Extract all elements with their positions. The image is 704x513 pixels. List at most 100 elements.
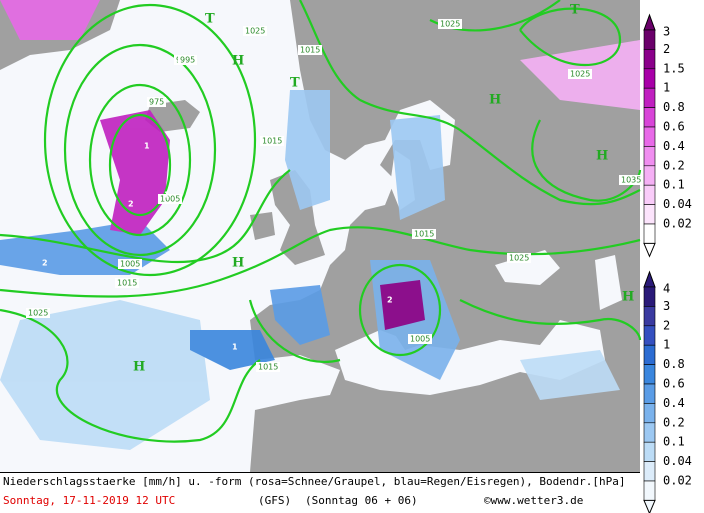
arrow-bottom	[643, 242, 656, 258]
precip-value: 1	[144, 142, 150, 151]
legend-label: 0.8	[663, 100, 685, 114]
legend-label: 0.8	[663, 357, 685, 371]
color-swatch	[643, 107, 656, 128]
label-bg	[412, 229, 436, 239]
color-swatch	[643, 68, 656, 89]
color-swatch	[643, 461, 656, 482]
isobar-label: 1005	[120, 260, 140, 269]
color-swatch	[643, 49, 656, 70]
arrow-bottom	[643, 499, 656, 513]
legend-label: 0.02	[663, 217, 692, 231]
label-bg	[438, 19, 462, 29]
label-bg	[507, 253, 531, 263]
britain	[270, 170, 325, 265]
caption: Niederschlagsstaerke [mm/h] u. -form (ro…	[3, 475, 626, 488]
pressure-center: T	[205, 12, 215, 27]
label-bg	[118, 259, 142, 269]
legend-label: 3	[663, 25, 670, 39]
color-swatch	[643, 87, 656, 108]
legend-label: 0.2	[663, 415, 685, 429]
color-swatch	[643, 325, 656, 346]
legend-label: 0.6	[663, 120, 685, 134]
legend-label: 2	[663, 42, 670, 56]
color-swatch	[643, 364, 656, 385]
isobar-label: 1015	[117, 279, 137, 288]
legend-label: 1	[663, 81, 670, 95]
color-swatch	[643, 29, 656, 50]
pressure-center: H	[232, 256, 244, 271]
pressure-center: H	[596, 149, 608, 164]
color-swatch	[643, 383, 656, 404]
color-swatch	[643, 344, 656, 365]
isobar-label: 1025	[570, 70, 590, 79]
precip-value: 1	[232, 343, 238, 352]
legend-label: 0.04	[663, 454, 692, 468]
precip-value: 2	[128, 200, 134, 209]
credit: ©www.wetter3.de	[484, 494, 583, 507]
legend-label: 3	[663, 299, 670, 313]
legend-label: 0.6	[663, 377, 685, 391]
arrow-top	[643, 270, 656, 288]
legend-label: 1	[663, 338, 670, 352]
legend-label: 0.4	[663, 139, 685, 153]
isobar-label: 1025	[28, 309, 48, 318]
label-bg	[115, 278, 139, 288]
label-bg	[260, 136, 284, 146]
isobar-label: 1015	[300, 46, 320, 55]
legend-label: 0.2	[663, 158, 685, 172]
color-swatch	[643, 126, 656, 147]
color-swatch	[643, 223, 656, 244]
isobar-label: 1025	[245, 27, 265, 36]
label-bg	[256, 362, 280, 372]
legend-rain: 4 3 2 1 0.8 0.6 0.4 0.2 0.1 0.04 0.02	[643, 270, 692, 513]
label-bg	[147, 97, 166, 107]
isobar-label: 1015	[262, 137, 282, 146]
isobar-label: 995	[180, 56, 195, 65]
legend-label: 0.02	[663, 474, 692, 488]
pressure-center: H	[232, 54, 244, 69]
precip-value: 2	[42, 259, 48, 268]
ireland	[250, 212, 275, 240]
isobar-label: 1005	[160, 195, 180, 204]
color-swatch	[643, 286, 656, 307]
label-bg	[158, 194, 182, 204]
color-swatch	[643, 403, 656, 424]
isobar-label: 975	[149, 98, 164, 107]
legend-label: 0.04	[663, 197, 692, 211]
pressure-center: H	[489, 93, 501, 108]
run: (Sonntag 06 + 06)	[305, 494, 418, 507]
model: (GFS)	[258, 494, 291, 507]
legend-snow: 3 2 1.5 1 0.8 0.6 0.4 0.2 0.1 0.04 0.02	[643, 13, 692, 258]
legend-label: 0.1	[663, 435, 685, 449]
label-bg	[619, 175, 643, 185]
color-swatch	[643, 165, 656, 186]
legend-label: 1.5	[663, 61, 685, 75]
legend-label: 4	[663, 282, 670, 296]
isobar-label: 1015	[414, 230, 434, 239]
label-bg	[178, 55, 197, 65]
isobar-label: 1015	[258, 363, 278, 372]
precip-value: 1	[164, 191, 170, 200]
arrow-top	[643, 13, 656, 31]
precip-value: 2	[387, 296, 393, 305]
isobar-label: 1035	[621, 176, 641, 185]
label-bg	[568, 69, 592, 79]
caspian	[595, 255, 622, 310]
date: Sonntag, 17-11-2019 12 UTC	[3, 494, 175, 507]
color-swatch	[643, 441, 656, 462]
pressure-center: H	[622, 290, 634, 305]
legend-label: 0.1	[663, 178, 685, 192]
label-bg	[26, 308, 50, 318]
isobar-label: 1005	[410, 335, 430, 344]
footer-bg	[0, 472, 640, 513]
label-bg	[408, 334, 432, 344]
label-bg	[243, 26, 267, 36]
isobar-label: 1025	[440, 20, 460, 29]
pressure-center: T	[290, 76, 300, 91]
legend-label: 0.4	[663, 396, 685, 410]
black-sea	[495, 250, 560, 285]
color-swatch	[643, 422, 656, 443]
pressure-center: T	[570, 3, 580, 18]
legend-label: 2	[663, 318, 670, 332]
